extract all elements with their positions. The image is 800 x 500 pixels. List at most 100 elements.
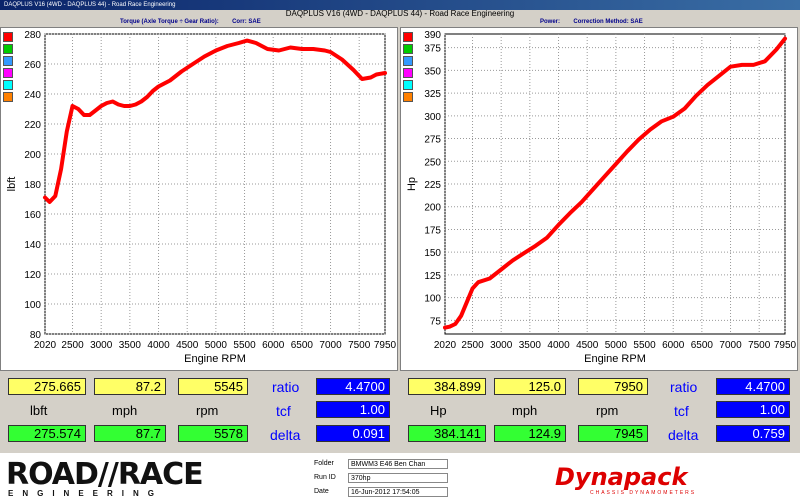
swatch-orange[interactable] [3,92,13,102]
power-cursor-rpm: 7945 [578,425,648,442]
y-tick-label: 75 [430,316,442,327]
series-line [443,36,787,330]
y-tick-label: 390 [424,30,441,41]
y-tick-label: 350 [424,66,441,77]
x-tick-label: 2020 [434,340,457,351]
x-tick-label: 4500 [176,340,199,351]
power-peak-value: 384.899 [408,378,486,395]
y-tick-label: 240 [24,90,41,101]
ratio-label: ratio [272,379,300,395]
x-axis-label: Engine RPM [584,353,646,365]
torque-panel: 2020 2500 3000 3500 4000 4500 5000 5500 6000 6500… [0,27,398,371]
torque-cursor-value: 275.574 [8,425,86,442]
unit-mph: mph [512,403,538,418]
power-readouts: 384.899 125.0 7950 Hp mph rpm 384.141 12… [400,372,800,452]
swatch-orange[interactable] [403,92,413,102]
torque-peak-rpm: 5545 [178,378,248,395]
folder-field[interactable]: BMWM3 E46 Ben Chan [348,459,448,469]
x-tick-label: 5500 [633,340,656,351]
window-titlebar[interactable]: DAQPLUS V16 (4WD - DAQPLUS 44) - Road Ra… [0,0,800,10]
x-tick-label: 5000 [205,340,228,351]
y-tick-label: 375 [424,44,441,55]
date-label: Date [314,488,329,495]
runid-label: Run ID [314,474,336,481]
series-line [43,38,387,204]
swatch-magenta[interactable] [403,68,413,78]
swatch-cyan[interactable] [3,80,13,90]
dynapack-logo-sub: CHASSIS DYNAMOMETERS [590,490,697,496]
power-subheader: Power: Correction Method: SAE [540,18,643,27]
unit-rpm: rpm [596,403,619,418]
power-subheader-text: Power: [540,19,561,25]
y-tick-label: 80 [30,330,42,341]
y-tick-label: 160 [24,210,41,221]
x-tick-label: 3500 [119,340,142,351]
swatch-cyan[interactable] [403,80,413,90]
x-tick-label: 2500 [461,340,484,351]
y-tick-label: 200 [24,150,41,161]
x-tick-label: 7000 [319,340,342,351]
delta-label: delta [270,427,301,443]
x-tick-label: 4500 [576,340,599,351]
x-tick-label: 3500 [519,340,542,351]
y-axis-label: lbft [6,177,18,192]
x-tick-label: 7950 [774,340,797,351]
torque-cursor-mph: 87.7 [94,425,166,442]
power-peak-rpm: 7950 [578,378,648,395]
swatch-blue[interactable] [3,56,13,66]
delta-value: 0.759 [716,425,790,442]
x-tick-label: 5000 [605,340,628,351]
y-tick-label: 300 [424,112,441,123]
unit-lbft: lbft [30,403,48,418]
x-tick-label: 7000 [719,340,742,351]
x-tick-label: 5500 [233,340,256,351]
unit-rpm: rpm [196,403,219,418]
x-tick-label: 3000 [90,340,113,351]
torque-subheader-text: Torque (Axle Torque ÷ Gear Ratio): [120,19,219,25]
x-tick-label: 7500 [348,340,371,351]
swatch-red[interactable] [3,32,13,42]
x-axis-label: Engine RPM [184,353,246,365]
x-tick-label: 3000 [490,340,513,351]
y-tick-label: 150 [424,248,441,259]
road-race-logo-sub: ENGINEERING [8,489,164,498]
power-cursor-mph: 124.9 [494,425,566,442]
y-tick-label: 100 [424,294,441,305]
tcf-label: tcf [276,403,291,419]
swatch-green[interactable] [3,44,13,54]
x-tick-label: 2500 [61,340,84,351]
footer: ROAD//RACE ENGINEERING Folder BMWM3 E46 … [0,453,800,500]
y-tick-label: 280 [24,30,41,41]
swatch-red[interactable] [403,32,413,42]
report-header: DAQPLUS V16 (4WD - DAQPLUS 44) - Road Ra… [285,9,515,18]
tcf-label: tcf [674,403,689,419]
x-tick-label: 4000 [147,340,170,351]
x-tick-label: 6500 [291,340,314,351]
swatch-blue[interactable] [403,56,413,66]
dynapack-logo: Dynapack [555,463,688,491]
x-tick-label: 7950 [374,340,397,351]
torque-corr: Corr: SAE [232,19,261,25]
date-field[interactable]: 16-Jun-2012 17:54:05 [348,487,448,497]
y-axis-label: Hp [406,177,418,191]
y-tick-label: 180 [24,180,41,191]
torque-series-swatches [3,32,13,104]
x-tick-label: 6500 [691,340,714,351]
y-tick-label: 120 [24,270,41,281]
y-tick-label: 140 [24,240,41,251]
delta-value: 0.091 [316,425,390,442]
power-chart: 2020 2500 3000 3500 4000 4500 5000 5500 6000 6500… [406,30,797,365]
power-series-swatches [403,32,413,104]
swatch-magenta[interactable] [3,68,13,78]
y-tick-label: 200 [424,203,441,214]
runid-field[interactable]: 370hp [348,473,448,483]
folder-label: Folder [314,460,334,467]
swatch-green[interactable] [403,44,413,54]
ratio-value: 4.4700 [716,378,790,395]
x-tick-label: 6000 [662,340,685,351]
y-tick-label: 260 [24,60,41,71]
x-tick-label: 4000 [547,340,570,351]
x-tick-label: 6000 [262,340,285,351]
y-tick-label: 220 [24,120,41,131]
y-tick-label: 225 [424,180,441,191]
